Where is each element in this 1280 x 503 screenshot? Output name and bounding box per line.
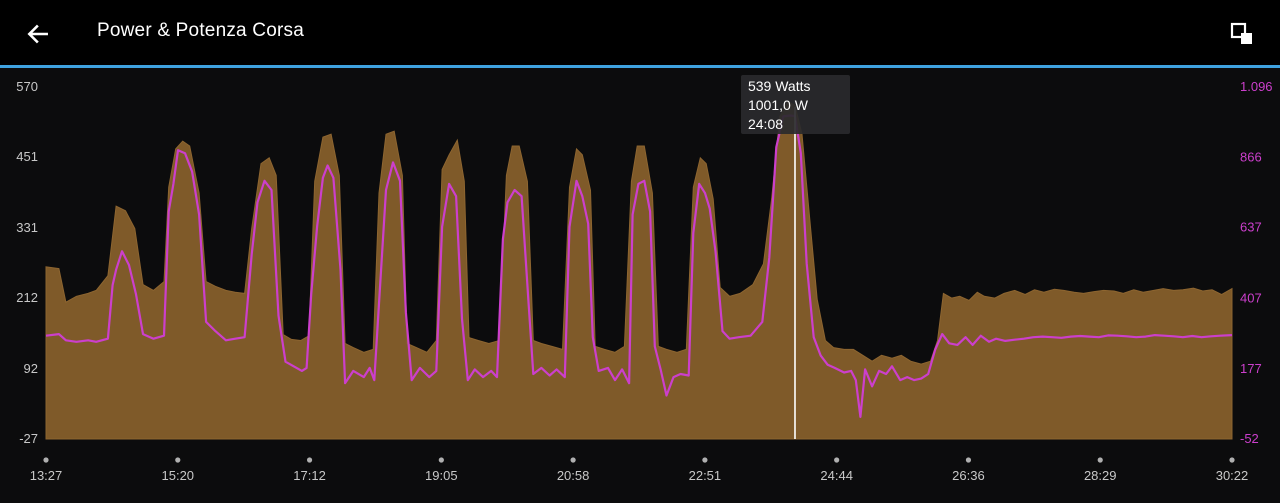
x-axis-tick-dot-6 [834, 457, 840, 463]
x-axis-tick-4: 20:58 [557, 468, 590, 483]
left-axis-tick-0: -27 [19, 431, 38, 446]
x-axis-tick-dot-1 [175, 457, 181, 463]
fullscreen-toggle-icon [1230, 22, 1252, 44]
x-axis-tick-9: 30:22 [1216, 468, 1249, 483]
x-axis-tick-dot-8 [1097, 457, 1103, 463]
page-title: Power & Potenza Corsa [97, 20, 304, 41]
right-axis-tick-2: 407 [1240, 290, 1262, 305]
left-axis-tick-5: 570 [16, 79, 38, 94]
right-axis-tick-1: 177 [1240, 361, 1262, 376]
power-area-series [45, 101, 1233, 440]
back-button[interactable] [18, 14, 58, 54]
x-axis-tick-6: 24:44 [820, 468, 853, 483]
x-axis-tick-8: 28:29 [1084, 468, 1117, 483]
left-axis-tick-2: 212 [16, 290, 38, 305]
right-axis-tick-5: 1.096 [1240, 79, 1273, 94]
fullscreen-button[interactable] [1222, 14, 1262, 54]
x-axis-tick-5: 22:51 [689, 468, 722, 483]
x-axis-tick-3: 19:05 [425, 468, 458, 483]
tooltip-background [740, 75, 850, 134]
right-axis: -52 177 407 637 866 1.096 [1240, 79, 1273, 446]
x-axis: 13:27 15:20 17:12 19:05 20:58 22:51 24:44 26:36… [30, 457, 1249, 483]
x-axis-tick-7: 26:36 [952, 468, 985, 483]
x-axis-tick-dot-4 [570, 457, 576, 463]
x-axis-tick-dot-2 [306, 457, 313, 463]
tooltip-line-1: 539 Watts [748, 78, 811, 94]
right-axis-tick-3: 637 [1240, 220, 1262, 235]
tooltip: 539 Watts 1001,0 W 24:08 [740, 75, 850, 134]
left-axis-tick-1: 92 [24, 361, 38, 376]
tooltip-line-3: 24:08 [748, 116, 783, 132]
x-axis-tick-1: 15:20 [162, 468, 195, 483]
arrow-left-icon [27, 24, 48, 44]
x-axis-tick-dot-5 [702, 457, 708, 463]
x-axis-tick-dot-7 [965, 457, 972, 463]
tooltip-line-2: 1001,0 W [748, 97, 809, 113]
x-axis-tick-0: 13:27 [30, 468, 63, 483]
app-header: Power & Potenza Corsa [0, 0, 1280, 68]
x-axis-tick-dot-3 [438, 457, 444, 463]
power-chart[interactable]: -27 92 212 331 451 570 -52 177 407 637 866 1.096 1… [0, 68, 1280, 503]
left-axis: -27 92 212 331 451 570 [16, 79, 38, 446]
x-axis-tick-dot-0 [43, 457, 49, 463]
left-axis-tick-3: 331 [16, 220, 38, 235]
right-axis-tick-0: -52 [1240, 431, 1259, 446]
potenza-line-series [45, 114, 1233, 418]
left-axis-tick-4: 451 [16, 149, 38, 164]
right-axis-tick-4: 866 [1240, 150, 1262, 165]
x-axis-tick-dot-9 [1229, 457, 1235, 463]
x-axis-tick-2: 17:12 [293, 468, 326, 483]
